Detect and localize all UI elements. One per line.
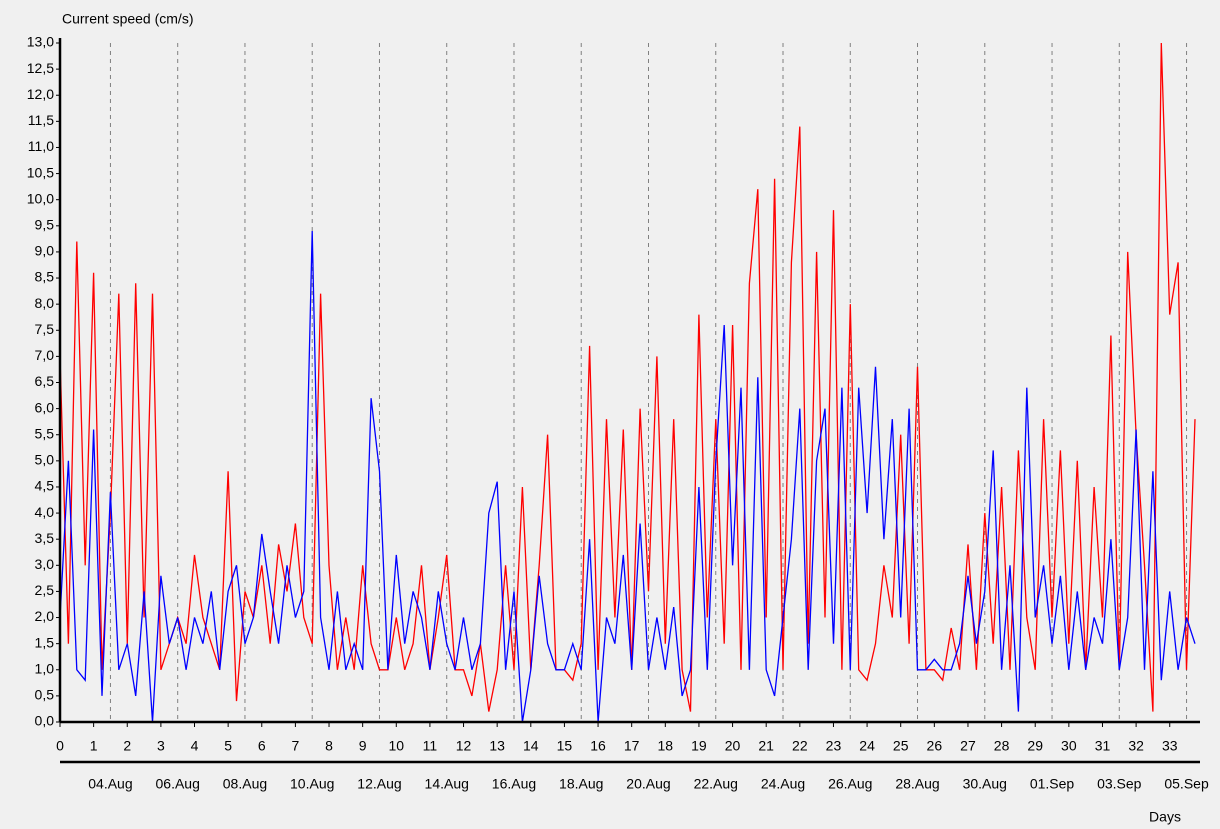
x-tick-label: 23 (826, 738, 842, 754)
series-line (59, 42, 1196, 712)
date-tick-label: 01.Sep (1030, 776, 1075, 792)
x-tick-label: 18 (658, 738, 674, 754)
y-tick-label: 1,5 (35, 634, 55, 650)
y-tick-label: 7,5 (35, 321, 55, 337)
x-tick-label: 24 (859, 738, 875, 754)
y-tick-label: 10,5 (27, 164, 54, 180)
x-tick-label: 16 (590, 738, 606, 754)
y-tick-label: 7,0 (35, 347, 55, 363)
y-tick-label: 12,5 (27, 60, 54, 76)
x-tick-label: 28 (994, 738, 1010, 754)
y-tick-label: 9,5 (35, 217, 55, 233)
y-tick-label: 2,5 (35, 582, 55, 598)
y-tick-label: 13,0 (27, 34, 54, 50)
x-tick-label: 29 (1027, 738, 1043, 754)
date-tick-label: 04.Aug (88, 776, 132, 792)
date-tick-label: 14.Aug (425, 776, 469, 792)
y-tick-label: 5,0 (35, 452, 55, 468)
x-tick-label: 4 (191, 738, 199, 754)
x-tick-label: 33 (1162, 738, 1178, 754)
x-tick-label: 1 (90, 738, 98, 754)
y-tick-label: 6,5 (35, 373, 55, 389)
y-tick-label: 8,5 (35, 269, 55, 285)
x-tick-label: 14 (523, 738, 539, 754)
x-tick-label: 26 (927, 738, 943, 754)
x-tick-label: 22 (792, 738, 808, 754)
date-tick-label: 20.Aug (626, 776, 670, 792)
x-tick-label: 25 (893, 738, 909, 754)
y-tick-label: 1,0 (35, 660, 55, 676)
y-tick-label: 4,0 (35, 504, 55, 520)
x-tick-label: 2 (123, 738, 131, 754)
y-tick-label: 5,5 (35, 425, 55, 441)
x-tick-label: 7 (291, 738, 299, 754)
y-tick-label: 9,0 (35, 243, 55, 259)
y-tick-label: 0,0 (35, 713, 55, 729)
date-tick-label: 18.Aug (559, 776, 603, 792)
x-tick-label: 15 (557, 738, 573, 754)
x-tick-label: 32 (1128, 738, 1144, 754)
y-tick-label: 6,0 (35, 399, 55, 415)
y-tick-label: 11,5 (28, 112, 54, 128)
date-tick-label: 03.Sep (1097, 776, 1142, 792)
x-tick-label: 19 (691, 738, 707, 754)
x-tick-label: 20 (725, 738, 741, 754)
x-tick-label: 12 (456, 738, 472, 754)
y-tick-label: 2,0 (35, 608, 55, 624)
y-tick-label: 11,0 (28, 138, 54, 154)
x-tick-label: 17 (624, 738, 640, 754)
x-tick-label: 11 (423, 738, 438, 754)
date-tick-label: 22.Aug (694, 776, 738, 792)
series-line (59, 230, 1196, 723)
x-tick-label: 6 (258, 738, 266, 754)
chart-title: Current speed (cm/s) (62, 11, 193, 27)
y-tick-label: 8,0 (35, 295, 55, 311)
x-tick-label: 3 (157, 738, 165, 754)
date-tick-label: 24.Aug (761, 776, 805, 792)
date-tick-label: 16.Aug (492, 776, 536, 792)
y-tick-label: 3,0 (35, 556, 55, 572)
x-tick-label: 8 (325, 738, 333, 754)
date-tick-label: 26.Aug (828, 776, 872, 792)
date-tick-label: 30.Aug (963, 776, 1007, 792)
x-tick-label: 13 (489, 738, 505, 754)
date-tick-label: 10.Aug (290, 776, 334, 792)
x-tick-label: 30 (1061, 738, 1077, 754)
date-tick-label: 05.Sep (1164, 776, 1209, 792)
date-tick-label: 06.Aug (156, 776, 200, 792)
date-tick-label: 08.Aug (223, 776, 267, 792)
date-tick-label: 12.Aug (357, 776, 401, 792)
x-tick-label: 21 (758, 738, 774, 754)
y-tick-label: 10,0 (27, 190, 54, 206)
x-axis-label: Days (1149, 809, 1181, 825)
y-tick-label: 3,5 (35, 530, 55, 546)
x-tick-label: 10 (388, 738, 404, 754)
x-tick-label: 27 (960, 738, 976, 754)
x-tick-label: 0 (56, 738, 64, 754)
y-tick-label: 0,5 (35, 687, 55, 703)
x-tick-label: 31 (1095, 738, 1111, 754)
y-tick-label: 4,5 (35, 478, 55, 494)
x-tick-label: 5 (224, 738, 232, 754)
date-tick-label: 28.Aug (895, 776, 939, 792)
x-tick-label: 9 (359, 738, 367, 754)
y-tick-label: 12,0 (27, 86, 54, 102)
